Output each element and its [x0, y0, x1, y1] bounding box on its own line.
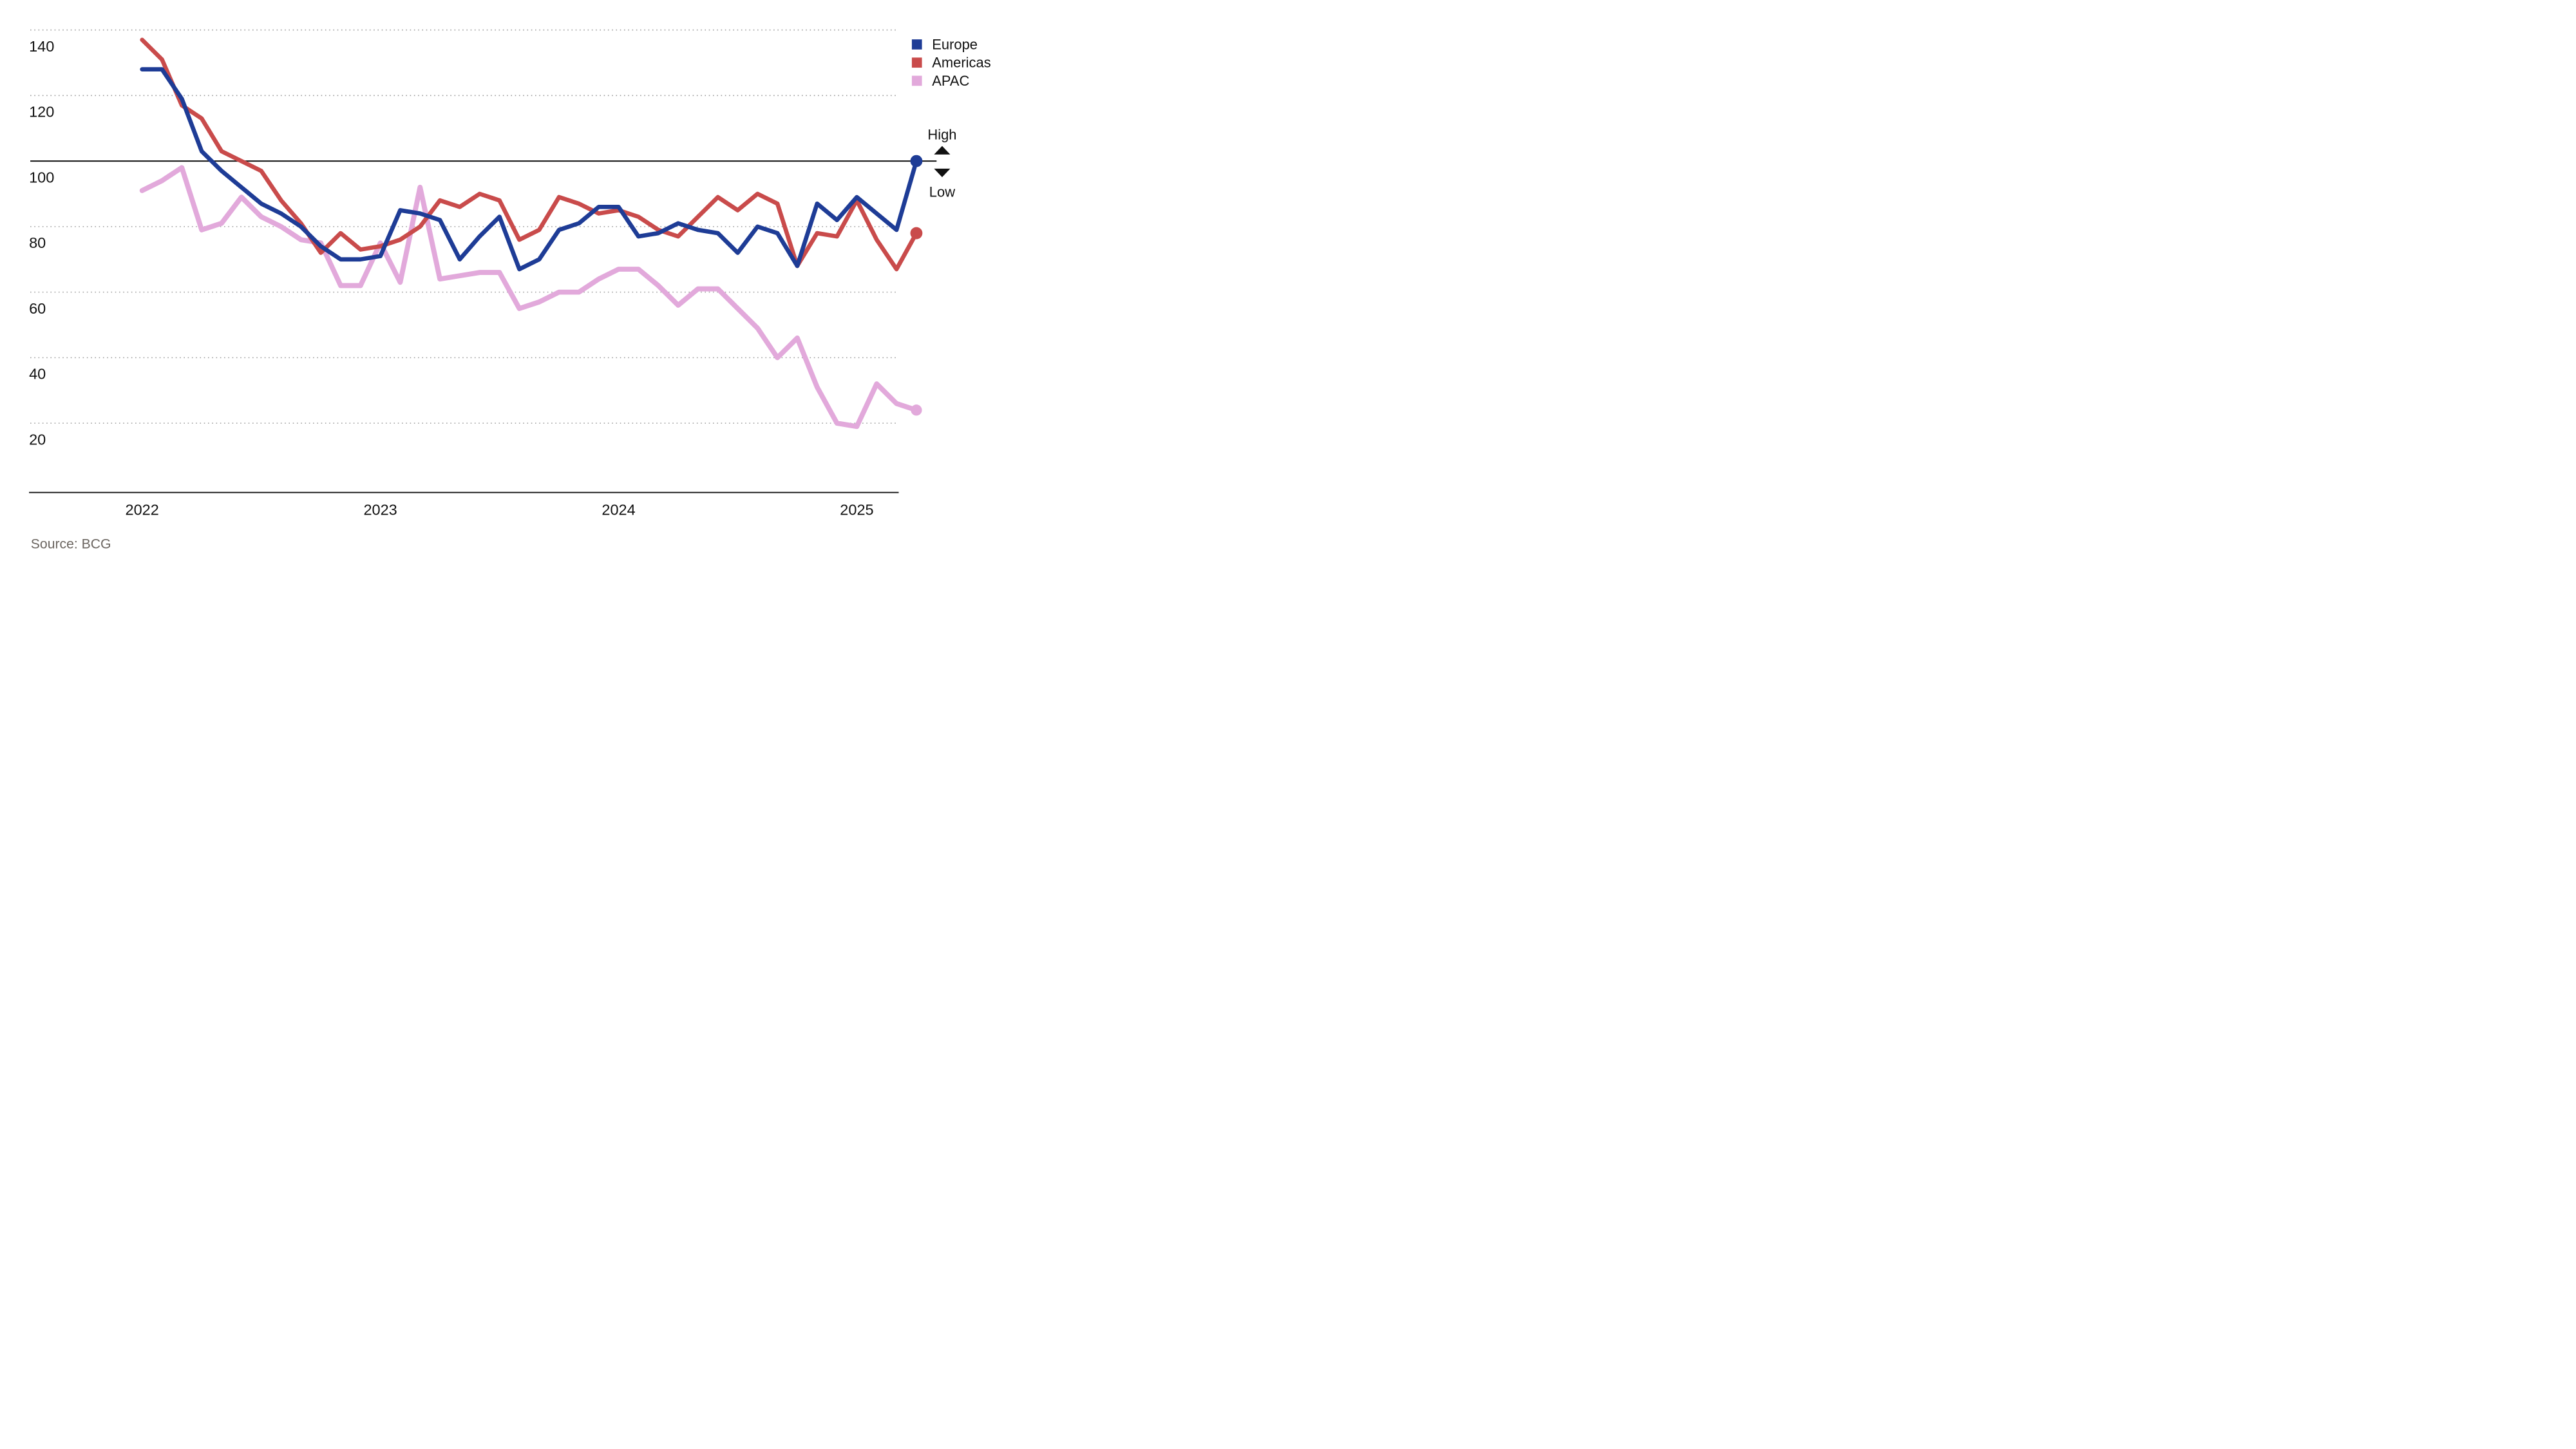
y-tick-label-60: 60: [29, 300, 46, 317]
x-tick-label-2025: 2025: [840, 502, 873, 518]
legend-label-americas: Americas: [932, 55, 990, 71]
low-label: Low: [929, 184, 955, 200]
series-line-americas: [140, 37, 919, 272]
legend-label-apac: APAC: [932, 73, 969, 89]
high-label: High: [927, 126, 956, 142]
legend-label-europe: Europe: [932, 36, 978, 52]
y-tick-label-100: 100: [29, 169, 54, 185]
legend-item-americas: Americas: [911, 55, 991, 71]
y-tick-label-40: 40: [29, 366, 46, 383]
legend-swatch-apac-icon: [911, 75, 922, 86]
x-tick-label-2022: 2022: [126, 502, 159, 518]
endpoint-dot-europe: [910, 155, 923, 167]
x-tick-label-2024: 2024: [601, 502, 635, 518]
series-lines: [139, 37, 919, 430]
legend: Europe Americas APAC: [911, 36, 991, 89]
y-tick-label-140: 140: [29, 38, 54, 55]
y-tick-label-80: 80: [29, 234, 46, 251]
legend-swatch-europe-icon: [911, 39, 922, 50]
source-note: Source: BCG: [31, 536, 111, 551]
series-endpoint-dots: [910, 155, 923, 416]
legend-item-europe: Europe: [911, 36, 978, 52]
y-axis-tick-labels: 140 120 100 80 60 40 20: [29, 38, 54, 448]
series-line-apac: [139, 165, 919, 430]
line-chart: 140 120 100 80 60 40 20 2022 2023 2024 2025 Europ…: [29, 29, 991, 551]
series-line-europe: [140, 67, 919, 272]
high-low-annotation: High Low: [927, 126, 956, 200]
gridlines: [30, 29, 937, 424]
chart-page: 140 120 100 80 60 40 20 2022 2023 2024 2025 Europ…: [0, 0, 1010, 568]
low-arrow-icon: [934, 168, 951, 178]
endpoint-dot-apac: [911, 404, 922, 416]
x-axis: 2022 2023 2024 2025: [29, 491, 899, 518]
legend-swatch-americas-icon: [911, 57, 922, 68]
x-tick-label-2023: 2023: [363, 502, 397, 518]
high-arrow-icon: [934, 146, 951, 155]
y-tick-label-120: 120: [29, 104, 54, 120]
legend-item-apac: APAC: [911, 73, 969, 89]
y-tick-label-20: 20: [29, 431, 46, 448]
endpoint-dot-americas: [910, 227, 923, 240]
